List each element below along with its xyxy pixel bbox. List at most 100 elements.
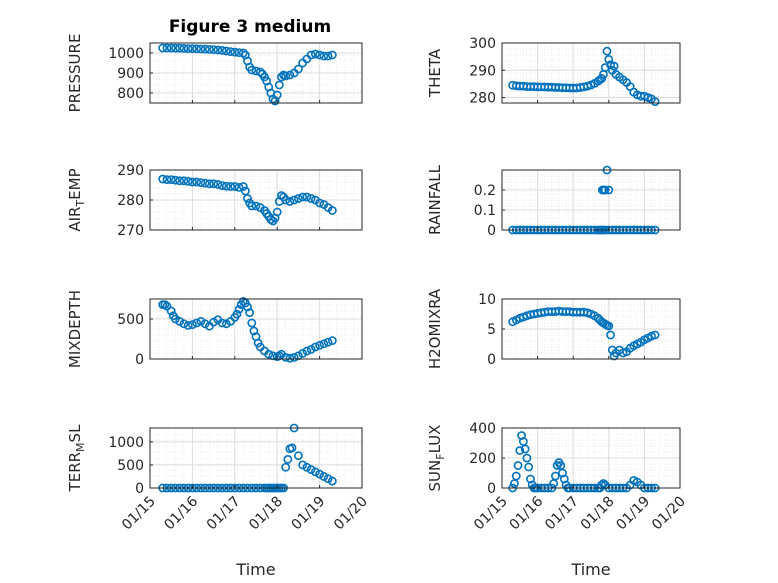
- data-point: [604, 185, 614, 195]
- data-point: [293, 64, 303, 74]
- x-axis-label: Time: [570, 560, 610, 579]
- data-point: [192, 318, 202, 328]
- data-point: [196, 44, 206, 54]
- y-tick-label: 900: [117, 66, 144, 82]
- data-point: [187, 44, 197, 53]
- y-tick-label: 0.1: [474, 203, 496, 219]
- y-axis-label: RAINFALL: [426, 164, 444, 235]
- y-tick-label: 500: [117, 312, 144, 328]
- data-point: [209, 45, 218, 54]
- data-point: [298, 460, 308, 470]
- data-point: [196, 316, 206, 326]
- data-point: [166, 43, 176, 53]
- data-point: [298, 348, 308, 358]
- data-point: [217, 181, 227, 190]
- data-point: [272, 90, 282, 100]
- x-tick-label: 01/17: [542, 494, 582, 534]
- y-tick-label: 800: [117, 86, 144, 102]
- data-point: [162, 301, 172, 311]
- y-axis-label: TERRMSL: [66, 424, 87, 493]
- data-point: [238, 296, 248, 306]
- data-point: [230, 47, 240, 57]
- data-point: [274, 80, 284, 90]
- data-point: [604, 54, 614, 64]
- y-tick-label: 0: [487, 481, 496, 497]
- y-tick-label: 400: [469, 421, 496, 437]
- data-point: [327, 206, 337, 215]
- data-point: [602, 46, 612, 56]
- y-tick-label: 290: [117, 163, 144, 179]
- data-point: [221, 319, 231, 329]
- y-tick-label: 0: [135, 352, 144, 368]
- data-point: [183, 44, 193, 53]
- data-point: [179, 44, 189, 53]
- data-point: [171, 43, 180, 53]
- x-tick-label: 01/19: [289, 494, 329, 534]
- y-tick-label: 280: [117, 193, 144, 209]
- data-point: [230, 182, 240, 191]
- data-point: [599, 479, 608, 488]
- data-point: [281, 71, 291, 81]
- data-point: [209, 179, 218, 189]
- data-point: [551, 471, 560, 481]
- data-point: [238, 182, 248, 191]
- data-point: [226, 47, 235, 56]
- data-point: [162, 175, 172, 184]
- subplot-7: 0 500 1000 TERRMSL 01/15 01/16 01/17 01/18 01/19…: [66, 423, 371, 579]
- axes-frame: [149, 298, 363, 360]
- y-axis-label: PRESSURE: [66, 34, 84, 113]
- data-point: [315, 198, 324, 208]
- data-point: [323, 51, 333, 61]
- y-tick-label: 0: [487, 352, 496, 368]
- data-point: [200, 319, 210, 329]
- data-point: [281, 462, 291, 472]
- subplot-1: 800 900 1000 PRESSURE: [66, 34, 363, 113]
- data-point: [158, 174, 168, 184]
- data-point: [306, 194, 316, 203]
- data-point: [209, 317, 218, 327]
- subplot-4: 0 0.1 0.2 RAINFALL: [426, 164, 681, 239]
- data-point: [187, 177, 197, 187]
- data-point: [524, 462, 534, 472]
- data-point: [281, 195, 291, 205]
- data-point: [221, 46, 231, 56]
- y-axis-label: AIRTEMP: [66, 168, 87, 231]
- data-point: [323, 474, 333, 484]
- data-point: [287, 443, 297, 453]
- x-tick-label: 01/16: [161, 493, 201, 533]
- data-point: [175, 43, 185, 53]
- data-point: [289, 352, 299, 362]
- data-point: [293, 451, 303, 461]
- data-point: [247, 65, 257, 75]
- data-point: [315, 50, 324, 60]
- data-point: [306, 465, 316, 474]
- data-point: [302, 346, 312, 356]
- data-point: [200, 44, 210, 54]
- data-point: [315, 469, 324, 479]
- y-tick-label: 1000: [108, 435, 144, 451]
- data-point: [247, 318, 257, 328]
- data-point: [310, 342, 320, 352]
- data-point: [277, 72, 286, 82]
- data-point: [310, 49, 320, 59]
- data-point: [171, 314, 180, 324]
- data-point: [175, 176, 185, 186]
- y-tick-label: 5: [487, 322, 496, 338]
- data-point: [319, 472, 329, 481]
- data-point: [249, 326, 259, 336]
- data-point: [166, 306, 176, 316]
- data-point: [200, 178, 210, 188]
- data-point: [217, 46, 227, 55]
- data-point: [513, 461, 523, 470]
- data-point: [511, 471, 521, 481]
- data-point: [213, 179, 223, 189]
- data-point: [226, 182, 235, 191]
- x-tick-label: 01/20: [649, 494, 689, 534]
- x-tick-label: 01/17: [204, 494, 244, 534]
- data-point: [245, 308, 255, 317]
- data-point: [319, 51, 329, 61]
- data-point: [515, 446, 525, 455]
- data-point: [158, 43, 168, 53]
- axes-frame: [501, 169, 681, 231]
